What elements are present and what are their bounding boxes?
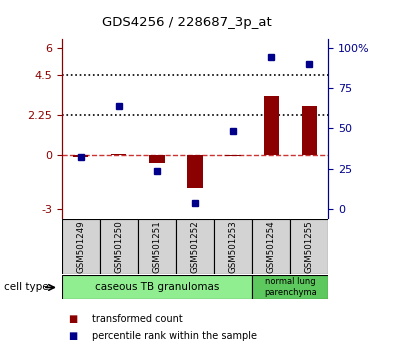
- Text: GSM501249: GSM501249: [76, 221, 85, 273]
- Bar: [100, 219, 138, 274]
- Text: ■: ■: [68, 331, 77, 341]
- Bar: [302, 106, 317, 155]
- Bar: [149, 155, 164, 163]
- Bar: [252, 275, 328, 299]
- Bar: [138, 219, 176, 274]
- Text: GSM501252: GSM501252: [191, 221, 199, 273]
- Text: percentile rank within the sample: percentile rank within the sample: [92, 331, 257, 341]
- Text: GSM501253: GSM501253: [228, 221, 238, 273]
- Bar: [73, 155, 88, 156]
- Text: normal lung
parenchyma: normal lung parenchyma: [264, 278, 317, 297]
- Text: ■: ■: [68, 314, 77, 324]
- Bar: [252, 219, 290, 274]
- Bar: [226, 155, 241, 156]
- Text: cell type: cell type: [4, 282, 49, 292]
- Text: GSM501254: GSM501254: [267, 221, 276, 273]
- Text: GSM501250: GSM501250: [114, 221, 123, 273]
- Bar: [290, 219, 328, 274]
- Text: GSM501255: GSM501255: [305, 221, 314, 273]
- Bar: [187, 155, 203, 188]
- Text: transformed count: transformed count: [92, 314, 182, 324]
- Bar: [263, 96, 279, 155]
- Bar: [176, 219, 214, 274]
- Bar: [62, 275, 252, 299]
- Text: GSM501251: GSM501251: [152, 221, 162, 273]
- Bar: [111, 154, 127, 155]
- Text: caseous TB granulomas: caseous TB granulomas: [95, 282, 219, 292]
- Bar: [214, 219, 252, 274]
- Text: GDS4256 / 228687_3p_at: GDS4256 / 228687_3p_at: [102, 16, 272, 29]
- Bar: [62, 219, 100, 274]
